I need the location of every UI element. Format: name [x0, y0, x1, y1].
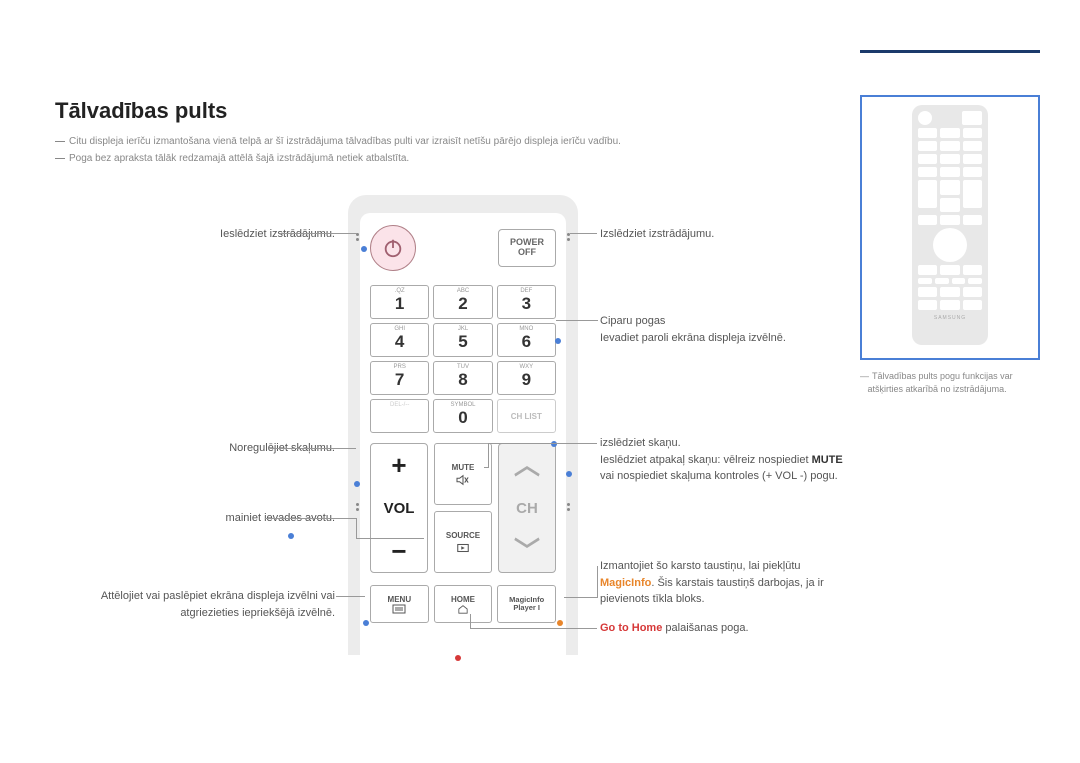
- power-icon: [382, 237, 404, 259]
- key-1[interactable]: .QZ1: [370, 285, 429, 319]
- leader-line: [270, 448, 356, 449]
- magicinfo-button[interactable]: MagicInfo Player I: [497, 585, 556, 623]
- side-dots-right: [567, 233, 570, 241]
- mini-remote: SAMSUNG: [912, 105, 988, 345]
- channel-rocker[interactable]: ︿ CH ﹀: [498, 443, 556, 573]
- vol-down-icon: −: [391, 538, 406, 564]
- mute-icon: [456, 474, 470, 486]
- top-rule: [860, 50, 1040, 53]
- key-9[interactable]: WXY9: [497, 361, 556, 395]
- side-dots-left: [356, 233, 359, 241]
- home-icon: [456, 604, 470, 614]
- leader-line: [356, 518, 357, 538]
- leader-line: [564, 597, 597, 598]
- mini-brand: SAMSUNG: [918, 315, 982, 321]
- leader-line: [265, 518, 356, 519]
- callout-menu: Attēlojiet vai paslēpiet ekrāna displeja…: [55, 588, 335, 621]
- callout-power-on: Ieslēdziet izstrādājumu.: [55, 226, 335, 243]
- callout-dot: [555, 338, 561, 344]
- callout-dot: [455, 655, 461, 661]
- callout-home: Go to Home palaišanas poga.: [600, 620, 860, 637]
- callout-power-off: Izslēdziet izstrādājumu.: [600, 226, 850, 243]
- key-del[interactable]: DEL-/--: [370, 399, 429, 433]
- key-7[interactable]: PRS7: [370, 361, 429, 395]
- remote-body: POWER OFF .QZ1 ABC2 DEF3 GHI4 JKL5 MNO6 …: [348, 195, 578, 655]
- key-5[interactable]: JKL5: [433, 323, 492, 357]
- key-6[interactable]: MNO6: [497, 323, 556, 357]
- leader-line: [470, 628, 597, 629]
- menu-button[interactable]: MENU: [370, 585, 429, 623]
- callout-dot: [363, 620, 369, 626]
- callout-magicinfo: Izmantojiet šo karsto taustiņu, lai piek…: [600, 558, 860, 608]
- ch-label: CH: [516, 500, 538, 517]
- leader-line: [556, 320, 598, 321]
- leader-line: [336, 596, 365, 597]
- vol-up-icon: +: [391, 452, 406, 478]
- vol-label: VOL: [384, 500, 415, 517]
- note-1: ―Citu displeja ierīču izmantošana vienā …: [55, 135, 621, 149]
- callout-dot: [551, 441, 557, 447]
- source-icon: [456, 542, 470, 554]
- ch-down-icon: ﹀: [514, 538, 540, 564]
- key-ch-list[interactable]: CH LIST: [497, 399, 556, 433]
- leader-line: [570, 233, 597, 234]
- leader-line: [597, 566, 598, 598]
- key-0[interactable]: SYMBOL0: [433, 399, 492, 433]
- key-3[interactable]: DEF3: [497, 285, 556, 319]
- callout-mute: izslēdziet skaņu. Ieslēdziet atpakaļ ska…: [600, 435, 880, 485]
- callout-dot: [557, 620, 563, 626]
- power-on-button[interactable]: [370, 225, 416, 271]
- leader-line: [280, 233, 357, 234]
- leader-line: [488, 443, 597, 444]
- thumbnail-caption: ―Tālvadības pults pogu funkcijas var atš…: [860, 370, 1040, 395]
- callout-numbers: Ciparu pogas Ievadiet paroli ekrāna disp…: [600, 313, 850, 346]
- page-title: Tālvadības pults: [55, 98, 227, 124]
- leader-line: [470, 614, 471, 628]
- source-button[interactable]: SOURCE: [434, 511, 492, 573]
- callout-dot: [361, 246, 367, 252]
- leader-line: [356, 538, 424, 539]
- thumbnail-highlight-box: SAMSUNG: [860, 95, 1040, 360]
- callout-dot: [566, 471, 572, 477]
- menu-icon: [392, 604, 406, 614]
- leader-line: [484, 467, 489, 468]
- mute-button[interactable]: MUTE: [434, 443, 492, 505]
- power-off-label-b: OFF: [518, 248, 536, 258]
- leader-line: [488, 443, 489, 467]
- power-off-button[interactable]: POWER OFF: [498, 229, 556, 267]
- home-button[interactable]: HOME: [434, 585, 493, 623]
- numeric-keypad: .QZ1 ABC2 DEF3 GHI4 JKL5 MNO6 PRS7 TUV8 …: [370, 285, 556, 433]
- key-4[interactable]: GHI4: [370, 323, 429, 357]
- callout-dot: [288, 533, 294, 539]
- key-8[interactable]: TUV8: [433, 361, 492, 395]
- volume-rocker[interactable]: + VOL −: [370, 443, 428, 573]
- key-2[interactable]: ABC2: [433, 285, 492, 319]
- side-dots-left-2: [356, 503, 359, 511]
- note-2: ―Poga bez apraksta tālāk redzamajā attēl…: [55, 152, 409, 166]
- side-dots-right-2: [567, 503, 570, 511]
- callout-dot: [354, 481, 360, 487]
- ch-up-icon: ︿: [514, 452, 540, 478]
